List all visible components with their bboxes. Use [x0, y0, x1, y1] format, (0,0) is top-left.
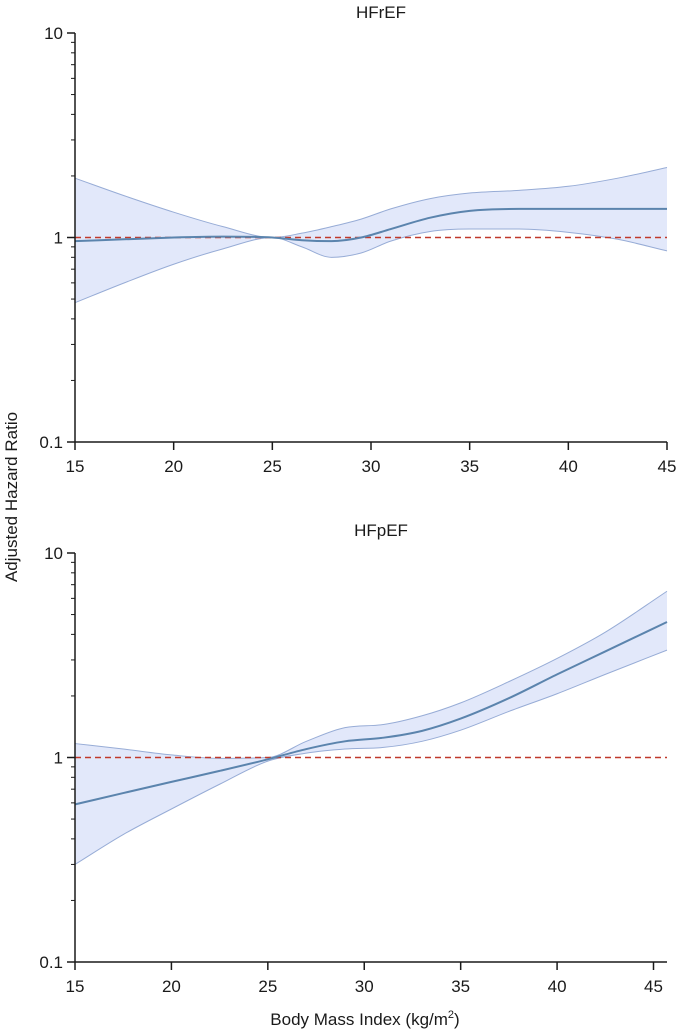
x-tick-label: 45 — [644, 977, 663, 996]
x-tick-label: 25 — [263, 457, 282, 476]
x-tick-label: 40 — [548, 977, 567, 996]
x-tick-label: 35 — [451, 977, 470, 996]
x-tick-label: 15 — [66, 977, 85, 996]
confidence-lower-bound — [74, 228, 668, 304]
y-tick-label: 1 — [54, 749, 63, 768]
x-tick-label: 25 — [258, 977, 277, 996]
x-tick-label: 40 — [559, 457, 578, 476]
y-tick-label: 10 — [44, 544, 63, 563]
x-tick-label: 15 — [66, 457, 85, 476]
panel-title: HFpEF — [354, 521, 408, 540]
panel-title: HFrEF — [356, 3, 406, 22]
x-tick-label: 35 — [460, 457, 479, 476]
y-tick-label: 1 — [54, 229, 63, 248]
confidence-lower-bound — [74, 649, 668, 865]
y-axis-title: Adjusted Hazard Ratio — [2, 412, 21, 582]
y-tick-label: 0.1 — [39, 433, 63, 452]
x-tick-label: 30 — [362, 457, 381, 476]
confidence-upper-bound — [74, 590, 668, 759]
confidence-band — [75, 591, 667, 865]
hazard-ratio-line — [74, 207, 667, 243]
x-axis-title: Body Mass Index (kg/m2) — [270, 1009, 459, 1029]
x-tick-label: 20 — [162, 977, 181, 996]
x-tick-label: 20 — [164, 457, 183, 476]
x-tick-label: 30 — [355, 977, 374, 996]
confidence-upper-bound — [74, 166, 668, 239]
panel-hfref: HFrEF 0.1 1 10 15 20 25 30 35 40 45 — [39, 3, 676, 476]
x-axis-title-superscript: 2 — [448, 1009, 454, 1021]
x-tick-label: 45 — [658, 457, 677, 476]
y-tick-label: 10 — [44, 24, 63, 43]
panel-hfpef: HFpEF 0.1 1 10 15 20 25 30 35 40 45 — [39, 521, 668, 996]
hazard-ratio-line — [74, 621, 668, 806]
y-tick-label: 0.1 — [39, 953, 63, 972]
